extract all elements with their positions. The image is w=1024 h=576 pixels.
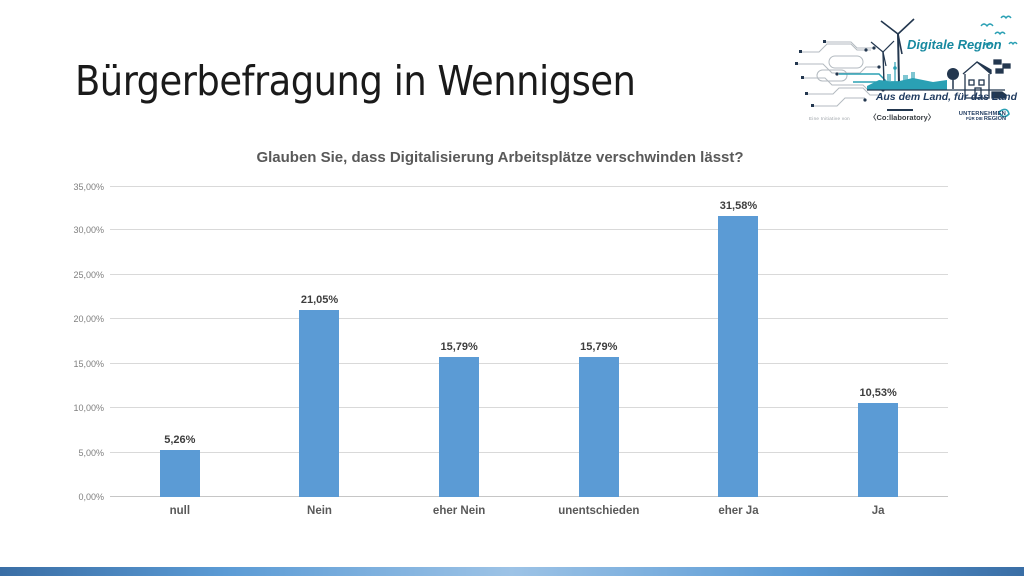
bar-value-label: 5,26% [164, 434, 196, 447]
bar [578, 356, 619, 497]
bar-value-label: 10,53% [859, 387, 897, 400]
bar-group-null: 5,26% [110, 186, 250, 497]
y-tick-label: 35,00% [73, 182, 104, 192]
swoosh-icon [998, 108, 1010, 118]
x-tick-label: Nein [307, 505, 332, 517]
bar-group-nein: 21,05% [250, 186, 390, 497]
bar [439, 356, 480, 497]
circuit-traces-icon [797, 41, 882, 107]
unternehmen-fuer-die-region-logo: UNTERNEHMEN FÜR DIE REGION [959, 111, 1006, 123]
bar [299, 310, 340, 497]
unternehmen-line2: FÜR DIE REGION [966, 116, 1006, 123]
gridline [110, 273, 948, 275]
y-tick-label: 15,00% [73, 358, 104, 369]
logo-brand-text: Digitale Region [907, 37, 1002, 52]
gridline [110, 451, 948, 453]
y-tick-label: 5,00% [78, 447, 104, 458]
page-title: Bürgerbefragung in Wennigsen [75, 57, 636, 105]
x-axis-labels: null Nein eher Nein unentschieden eher J… [110, 505, 948, 517]
gridline [110, 407, 948, 409]
logo-artwork [795, 15, 1018, 118]
x-tick-label: eher Nein [432, 505, 486, 517]
bar [858, 403, 899, 497]
digitale-region-logo: Digitale Region Aus dem Land, für das La… [795, 12, 1020, 132]
initiative-label: Eine Initiative von [809, 116, 850, 121]
collaboratory-microtext-bar [887, 109, 913, 111]
bottom-accent-bar [0, 567, 1024, 576]
gridline [110, 186, 948, 187]
gridline [110, 362, 948, 364]
house-icon [962, 59, 1011, 99]
gridline [110, 229, 948, 231]
tree-icon [947, 68, 959, 89]
gridline [110, 318, 948, 320]
y-tick-label: 30,00% [73, 225, 104, 236]
y-tick-label: 10,00% [73, 403, 104, 414]
x-tick-label: eher Ja [718, 505, 759, 517]
bar [159, 450, 200, 497]
x-tick-label: Ja [871, 505, 885, 517]
collaboratory-logo-text: 〈Co:llaboratory〉 [869, 113, 936, 122]
bar-value-label: 21,05% [300, 294, 339, 306]
logo-partner-row: Eine Initiative von 〈Co:llaboratory〉 UNT… [795, 109, 1020, 130]
bar [718, 216, 759, 497]
bar-group-unentschieden: 15,79% [529, 186, 669, 497]
unternehmen-line1: UNTERNEHMEN [958, 111, 1006, 117]
bar-series: 5,26% 21,05% 15,79% 15,79% 31,58% 10,53% [110, 186, 948, 497]
x-tick-label: null [169, 505, 191, 517]
bar-group-eher-nein: 15,79% [389, 186, 529, 497]
chart-title: Glauben Sie, dass Digitalisierung Arbeit… [256, 149, 744, 166]
x-tick-label: unentschieden [558, 505, 640, 517]
wind-turbine-icon [870, 18, 915, 85]
birds-icon [980, 15, 1018, 47]
skyline-icon [867, 62, 1005, 91]
gridline [110, 496, 948, 497]
bar-value-label: 15,79% [580, 340, 618, 353]
bar-value-label: 15,79% [440, 340, 478, 353]
bar-group-ja: 10,53% [808, 186, 948, 497]
y-tick-label: 25,00% [73, 269, 104, 280]
y-tick-label: 20,00% [73, 314, 104, 325]
logo-tagline-text: Aus dem Land, für das Land [875, 91, 1017, 103]
bar-group-eher-ja: 31,58% [669, 186, 809, 497]
y-tick-label: 0,00% [78, 492, 104, 502]
plot-area: 0,00% 5,00% 10,00% 15,00% 20,00% 25,00% … [73, 182, 948, 502]
bar-value-label: 31,58% [719, 200, 758, 213]
